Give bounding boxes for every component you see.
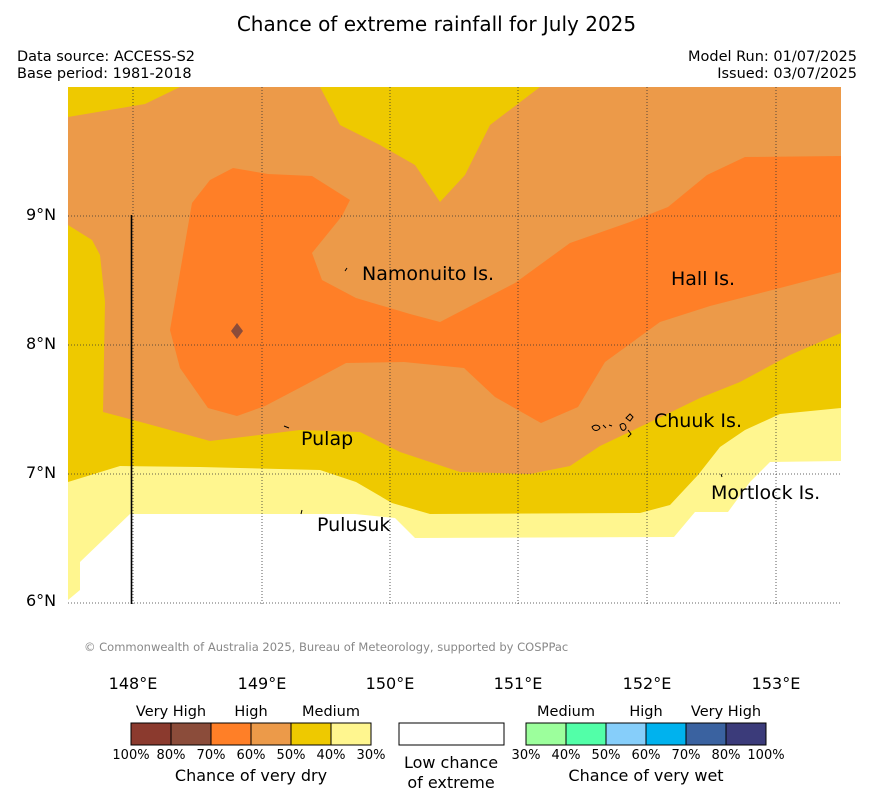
place-label-chuuk: Chuuk Is. — [654, 410, 742, 432]
legend-neutral-swatch — [398, 722, 505, 746]
lon-label-149e: 149°E — [237, 674, 287, 693]
legend-wet-swatch-3 — [645, 722, 687, 746]
legend-wet-swatch-4 — [685, 722, 727, 746]
lon-label-151e: 151°E — [493, 674, 543, 693]
legend-dry-swatch-1 — [170, 722, 212, 746]
legend-wet-tick: 80% — [711, 748, 741, 763]
legend-dry-swatch-5 — [330, 722, 372, 746]
legend-wet-tick: 50% — [591, 748, 621, 763]
legend-dry-cat-high: High — [234, 704, 268, 720]
legend-dry-swatch-4 — [290, 722, 332, 746]
lon-label-152e: 152°E — [622, 674, 672, 693]
map-gridlines — [68, 87, 841, 605]
lon-label-153e: 153°E — [751, 674, 801, 693]
legend-dry-caption: Chance of very dry — [174, 766, 328, 785]
legend-wet-tick: 70% — [671, 748, 701, 763]
legend-dry-tick: 30% — [356, 748, 386, 763]
legend-neutral-caption-1: Low chance — [403, 753, 499, 772]
meta-right: Model Run: 01/07/2025 Issued: 03/07/2025 — [688, 49, 857, 83]
place-label-pulap: Pulap — [301, 428, 354, 450]
issued-text: Issued: 03/07/2025 — [717, 66, 857, 82]
lat-label-7n: 7°N — [26, 463, 57, 482]
legend-wet-swatch-2 — [605, 722, 647, 746]
legend-dry-swatch-2 — [210, 722, 252, 746]
legend-dry-tick: 100% — [112, 748, 150, 763]
copyright-note: © Commonwealth of Australia 2025, Bureau… — [84, 640, 569, 654]
island-shapes — [283, 267, 723, 515]
legend-dry-tick: 70% — [196, 748, 226, 763]
legend-wet-cat-very-high: Very High — [690, 704, 762, 720]
dry-70-80-pocket — [231, 323, 243, 339]
legend-wet-tick: 100% — [747, 748, 785, 763]
data-source-text: Data source: ACCESS-S2 — [17, 49, 196, 65]
lon-label-150e: 150°E — [365, 674, 415, 693]
legend-wet-tick: 30% — [511, 748, 541, 763]
legend-dry-swatch-0 — [130, 722, 172, 746]
legend-wet-tick: 40% — [551, 748, 581, 763]
legend-wet-tick: 60% — [631, 748, 661, 763]
legend-wet-swatch-5 — [725, 722, 767, 746]
legend-neutral-caption-2: of extreme — [407, 773, 495, 792]
meta-left: Data source: ACCESS-S2 Base period: 1981… — [17, 49, 195, 83]
legend-dry-tick: 80% — [156, 748, 186, 763]
lat-label-8n: 8°N — [26, 334, 57, 353]
legend-wet-cat-medium: Medium — [537, 704, 595, 720]
legend-wet-swatch-1 — [565, 722, 607, 746]
model-run-text: Model Run: 01/07/2025 — [687, 49, 857, 65]
legend-wet-cat-high: High — [629, 704, 663, 720]
legend-dry-cat-very-high: Very High — [135, 704, 207, 720]
legend-dry-cat-medium: Medium — [302, 704, 360, 720]
legend-dry-tick: 60% — [236, 748, 266, 763]
legend-wet-swatch-0 — [525, 722, 567, 746]
legend-dry-colorbar — [130, 722, 372, 746]
legend-dry-swatch-3 — [250, 722, 292, 746]
base-period-text: Base period: 1981-2018 — [17, 66, 192, 82]
lon-label-148e: 148°E — [108, 674, 158, 693]
place-label-mortlock: Mortlock Is. — [711, 482, 821, 504]
chart-title: Chance of extreme rainfall for July 2025 — [236, 12, 637, 36]
legend-dry-tick: 50% — [276, 748, 306, 763]
lat-label-6n: 6°N — [26, 591, 57, 610]
place-label-pulusuk: Pulusuk — [317, 514, 391, 536]
legend-wet-colorbar — [525, 722, 767, 746]
place-label-hall: Hall Is. — [671, 268, 736, 290]
place-label-namonuito: Namonuito Is. — [362, 263, 495, 285]
legend-wet-caption: Chance of very wet — [568, 766, 724, 785]
lat-label-9n: 9°N — [26, 205, 57, 224]
dry-60-70-area — [170, 156, 841, 423]
legend-dry-tick: 40% — [316, 748, 346, 763]
